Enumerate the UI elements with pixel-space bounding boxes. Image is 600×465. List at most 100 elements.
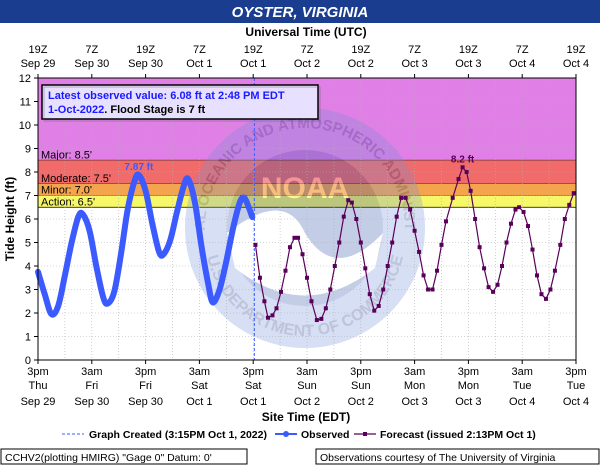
y-tick-label: 11	[20, 97, 31, 109]
observed-point	[181, 184, 186, 188]
top-tick-label: 7Z	[516, 44, 529, 56]
y-tick-label: 7	[25, 191, 31, 203]
forecast-point	[558, 242, 563, 247]
bottom-tick-time: 3am	[511, 366, 532, 378]
forecast-point	[421, 273, 426, 278]
top-tick-date: Sep 30	[74, 58, 109, 70]
bottom-tick-time: 3pm	[27, 366, 48, 378]
bottom-tick-day: Sun	[297, 380, 317, 392]
bottom-tick-time: 3pm	[350, 366, 371, 378]
observed-point	[137, 173, 141, 177]
forecast-point	[292, 235, 297, 240]
forecast-point	[403, 195, 408, 200]
top-tick-date: Oct 4	[563, 58, 589, 70]
bottom-tick-time: 3pm	[135, 366, 156, 378]
title-bar	[0, 0, 600, 23]
latest-observed-callout: Latest observed value: 6.08 ft at 2:48 P…	[41, 84, 321, 122]
forecast-point	[381, 287, 386, 292]
y-tick-label: 12	[19, 73, 31, 85]
forecast-point	[426, 287, 431, 292]
bottom-tick-day: Fri	[139, 380, 152, 392]
bottom-tick-day: Sat	[191, 380, 208, 392]
y-tick-label: 10	[19, 120, 31, 132]
forecast-point	[548, 287, 553, 292]
forecast-point	[460, 165, 465, 170]
top-tick-label: 7Z	[85, 44, 98, 56]
forecast-point	[262, 299, 267, 304]
observed-point	[150, 221, 155, 226]
forecast-point	[526, 224, 531, 229]
forecast-point	[517, 205, 522, 210]
forecast-point	[500, 264, 505, 268]
legend-observed-marker	[283, 431, 289, 437]
top-tick-label: 19Z	[136, 44, 155, 56]
bottom-tick-day: Tue	[567, 380, 586, 392]
bottom-tick-date: Oct 2	[294, 396, 320, 408]
bottom-tick-date: Oct 4	[563, 396, 589, 408]
bottom-tick-time: 3pm	[242, 366, 263, 378]
forecast-point	[571, 191, 576, 196]
observed-point	[242, 196, 247, 200]
forecast-point	[341, 214, 346, 219]
observed-point	[224, 259, 229, 264]
top-axis-title: Universal Time (UTC)	[245, 25, 366, 39]
forecast-point	[328, 287, 333, 292]
observed-point	[231, 226, 235, 231]
top-tick-date: Oct 1	[186, 58, 212, 70]
observed-point	[119, 252, 123, 257]
observed-point	[175, 210, 179, 214]
legend-observed: Observed	[301, 429, 349, 441]
forecast-point	[417, 249, 422, 254]
top-tick-label: 7Z	[301, 44, 314, 56]
observed-point	[81, 212, 85, 217]
observed-point	[250, 215, 255, 219]
top-tick-label: 7Z	[408, 44, 421, 56]
y-axis-title: Tide Height (ft)	[3, 177, 17, 261]
top-tick-label: 19Z	[244, 44, 263, 56]
top-tick-label: 19Z	[29, 44, 48, 56]
forecast-point	[278, 289, 283, 294]
forecast-point	[495, 282, 500, 287]
top-tick-date: Oct 2	[294, 58, 320, 70]
footer-left-box	[0, 448, 248, 465]
observed-point	[143, 189, 148, 193]
top-tick-date: Sep 30	[128, 58, 163, 70]
top-tick-date: Oct 3	[455, 58, 481, 70]
top-tick-label: 19Z	[567, 44, 586, 56]
observed-point	[206, 283, 211, 287]
observed-point	[237, 200, 242, 205]
forecast-point	[567, 202, 572, 207]
forecast-point	[412, 228, 417, 233]
bottom-tick-date: Sep 30	[74, 396, 109, 408]
bottom-tick-day: Mon	[458, 380, 479, 392]
forecast-point	[539, 292, 544, 297]
bottom-tick-date: Sep 29	[21, 396, 56, 408]
callout-line-2: 1-Oct-2022. Flood Stage is 7 ft	[48, 104, 205, 116]
observed-point	[211, 300, 215, 305]
forecast-point	[300, 252, 305, 257]
observed-point	[132, 179, 137, 184]
bottom-tick-date: Oct 1	[186, 396, 212, 408]
legend-forecast-marker	[363, 432, 367, 436]
forecast-point	[408, 207, 413, 212]
bottom-tick-date: Oct 1	[240, 396, 266, 408]
observed-point	[186, 177, 190, 181]
top-tick-label: 19Z	[351, 44, 370, 56]
forecast-point	[513, 207, 518, 212]
forecast-point	[358, 240, 363, 245]
forecast-point	[354, 217, 359, 221]
forecast-point	[508, 221, 513, 226]
forecast-point	[534, 273, 539, 278]
forecast-point	[287, 245, 292, 250]
observed-point	[105, 301, 110, 306]
forecast-point	[468, 188, 473, 193]
bottom-tick-time: 3am	[296, 366, 317, 378]
top-tick-date: Oct 2	[348, 58, 374, 70]
forecast-point	[337, 240, 342, 245]
y-tick-label: 5	[25, 238, 31, 250]
observed-point	[94, 264, 99, 268]
forecast-point	[562, 217, 567, 221]
observed-point	[157, 250, 161, 254]
y-tick-label: 3	[25, 285, 31, 297]
forecast-point	[309, 299, 314, 304]
